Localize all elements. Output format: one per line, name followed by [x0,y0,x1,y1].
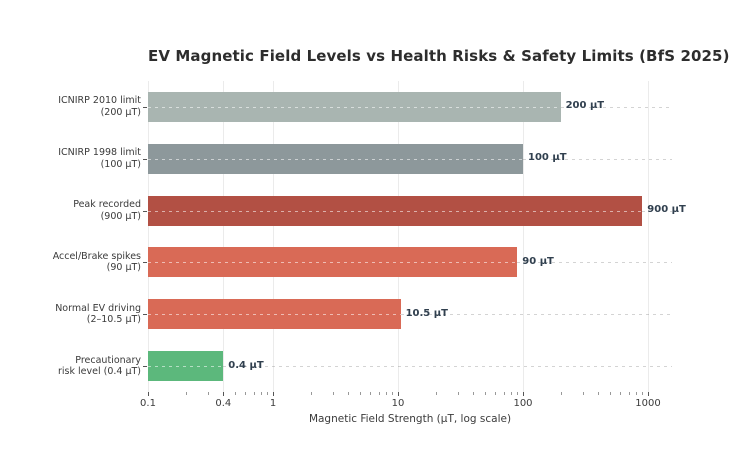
x-tick-minor [582,392,584,395]
category-label: ICNIRP 1998 limit (100 µT) [0,147,141,170]
x-tick-label: 100 [513,398,533,409]
x-tick-minor [610,392,612,395]
x-tick-minor [560,392,562,395]
x-tick-label: 1000 [635,398,661,409]
x-tick-minor [360,392,362,395]
y-tick [143,158,147,160]
category-label-line1: ICNIRP 1998 limit [58,147,141,159]
bar-value-label: 0.4 µT [228,359,264,371]
x-tick-label: 1 [269,398,277,409]
category-label-line2: (900 µT) [100,210,141,222]
bar-value-label: 200 µT [565,100,605,112]
x-tick-minor [267,392,269,395]
x-gridline [148,81,149,392]
x-tick-minor [503,392,505,395]
x-tick-label: 0.4 [215,398,232,409]
x-tick-major [648,392,649,396]
x-gridline [398,81,399,392]
x-tick-minor [598,392,600,395]
bar-value-label: 900 µT [647,204,686,216]
category-label: Accel/Brake spikes (90 µT) [0,251,141,274]
x-tick-minor [628,392,630,395]
x-tick-major [148,392,149,396]
chart-title: EV Magnetic Field Levels vs Health Risks… [148,47,730,65]
x-tick-minor [510,392,512,395]
x-tick-minor [517,392,519,395]
row-gridline [523,158,672,160]
row-gridline [148,210,643,212]
x-tick-minor [260,392,262,395]
row-gridline [148,262,518,264]
x-tick-minor [348,392,350,395]
x-tick-minor [620,392,622,395]
category-label-line1: ICNIRP 2010 limit [58,95,141,107]
row-gridline [148,366,224,368]
x-tick-minor [495,392,497,395]
category-label-line2: (90 µT) [106,262,141,274]
category-label-line2: (200 µT) [100,106,141,118]
row-gridline [148,106,561,108]
x-tick-minor [185,392,187,395]
x-tick-label: 10 [391,398,405,409]
category-label-line1: Accel/Brake spikes [52,250,141,262]
x-tick-major [223,392,225,396]
x-gridline [223,81,225,392]
x-tick-minor [245,392,247,395]
y-tick [143,262,147,264]
x-axis-label: Magnetic Field Strength (µT, log scale) [308,413,512,425]
y-tick [143,366,147,368]
row-gridline [148,158,523,160]
row-gridline [148,314,401,316]
bar-value-label: 100 µT [528,152,567,164]
category-label-line1: Precautionary [75,354,141,366]
x-tick-minor [207,392,209,395]
x-tick-minor [457,392,459,395]
x-gridline [523,81,524,392]
row-gridline [223,366,672,368]
x-tick-minor [473,392,475,395]
row-gridline [517,262,672,264]
category-label: Peak recorded (900 µT) [0,199,141,222]
x-tick-major [523,392,524,396]
category-label-line2: (100 µT) [100,158,141,170]
bar-value-label: 90 µT [522,255,554,267]
x-tick-minor [392,392,394,395]
x-tick-label: 0.1 [140,398,156,409]
row-gridline [642,210,672,212]
category-label-line1: Normal EV driving [55,302,141,314]
row-gridline [400,314,672,316]
row-gridline [560,106,672,108]
y-tick [143,106,147,108]
y-tick [143,314,147,316]
x-tick-minor [378,392,380,395]
x-tick-minor [253,392,255,395]
x-tick-minor [370,392,372,395]
y-tick [143,210,147,212]
x-gridline [273,81,274,392]
x-tick-minor [435,392,437,395]
category-label-line2: risk level (0.4 µT) [57,366,141,378]
x-tick-minor [642,392,644,395]
category-label: ICNIRP 2010 limit (200 µT) [0,95,141,118]
category-label: Precautionary risk level (0.4 µT) [0,355,141,378]
x-tick-minor [385,392,387,395]
x-tick-minor [635,392,637,395]
category-label-line1: Peak recorded [73,199,141,211]
x-tick-minor [235,392,237,395]
x-tick-major [273,392,274,396]
category-label: Normal EV driving (2–10.5 µT) [0,303,141,326]
category-label-line2: (2–10.5 µT) [86,314,141,326]
x-tick-minor [332,392,334,395]
x-tick-minor [485,392,487,395]
bar-value-label: 10.5 µT [405,307,448,319]
x-gridline [648,81,649,392]
x-tick-major [398,392,399,396]
x-tick-minor [310,392,312,395]
